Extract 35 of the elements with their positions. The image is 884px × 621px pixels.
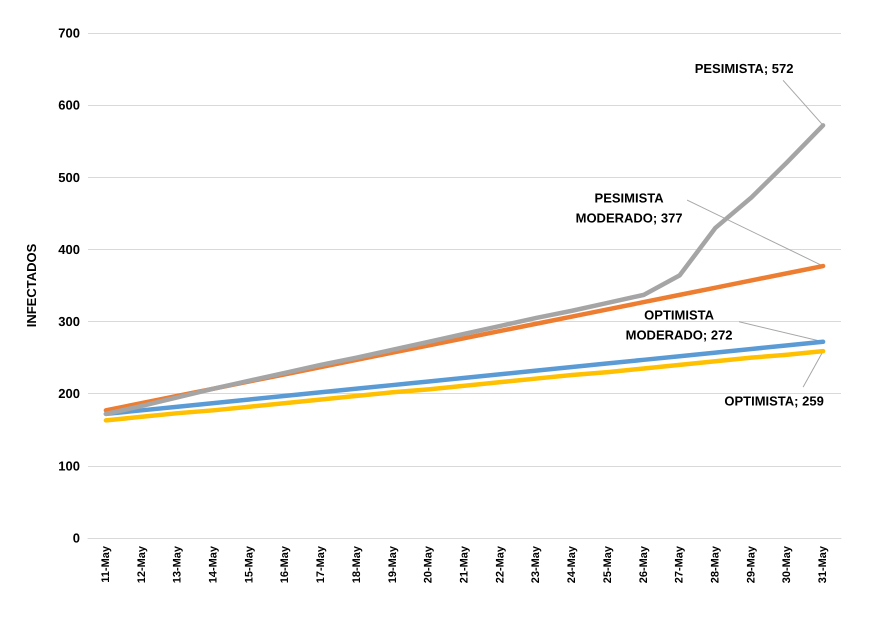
x-tick-label: 12-May <box>136 545 148 584</box>
x-tick-label: 22-May <box>494 545 506 584</box>
x-tick-label: 26-May <box>638 545 650 584</box>
x-tick-label: 13-May <box>172 545 184 584</box>
x-tick-label: 25-May <box>602 545 614 584</box>
y-tick-label: 300 <box>58 314 80 330</box>
x-tick-label: 21-May <box>458 545 470 584</box>
x-tick-label: 11-May <box>100 545 112 583</box>
y-tick-label: 400 <box>58 242 80 257</box>
y-tick-label: 500 <box>58 170 80 185</box>
annotation: PESIMISTA; 572 <box>694 60 794 76</box>
y-axis-title: INFECTADOS <box>24 243 39 328</box>
y-tick-label: 100 <box>58 458 80 474</box>
x-tick-label: 24-May <box>566 545 578 584</box>
annotation: OPTIMISTA MODERADO; 272 <box>626 307 733 342</box>
x-tick-label: 18-May <box>350 545 363 584</box>
line-series <box>104 348 826 423</box>
x-tick-label: 29-May <box>745 545 758 584</box>
x-tick-label: 15-May <box>243 545 256 584</box>
y-tick-label: 600 <box>58 98 80 113</box>
x-tick-label: 27-May <box>674 545 686 584</box>
y-tick-label: 700 <box>58 26 80 40</box>
x-tick-label: 31-May <box>817 545 830 584</box>
y-tick-label: 200 <box>58 386 80 402</box>
x-tick-label: 16-May <box>279 545 292 584</box>
x-tick-label: 28-May <box>710 545 722 584</box>
y-tick-label: 0 <box>72 530 80 546</box>
x-tick-label: 19-May <box>386 545 399 584</box>
x-tick-label: 20-May <box>422 545 435 584</box>
x-tick-label: 30-May <box>781 545 794 584</box>
x-tick-label: 17-May <box>315 545 328 584</box>
annotation: OPTIMISTA; 259 <box>724 394 824 409</box>
x-tick-label: 14-May <box>208 545 220 584</box>
x-tick-label: 23-May <box>530 545 542 584</box>
annotation: PESIMISTA MODERADO; 377 <box>576 190 683 226</box>
